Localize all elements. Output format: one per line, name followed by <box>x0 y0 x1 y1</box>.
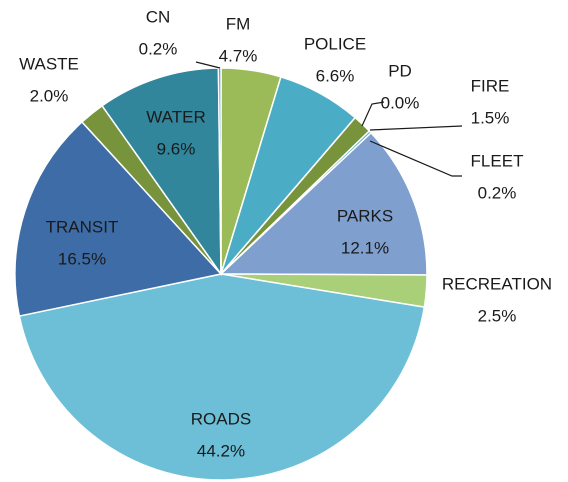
slice-label: FM <box>226 14 251 33</box>
slice-label: RECREATION <box>442 274 552 293</box>
pie-slice <box>101 67 222 277</box>
slice-label: TRANSIT <box>46 217 119 236</box>
slice-label: PARKS <box>337 206 393 225</box>
pie-slice <box>14 120 223 317</box>
leader-line <box>195 61 221 69</box>
slice-value-label: 6.6% <box>316 66 355 85</box>
slice-value-label: 44.2% <box>197 441 245 460</box>
slice-value-label: 0.0% <box>381 93 420 112</box>
slice-label: POLICE <box>304 34 366 53</box>
leader-line <box>361 101 385 127</box>
slice-value-label: 0.2% <box>139 39 178 58</box>
slice-label: FIRE <box>471 76 510 95</box>
slice-value-label: 16.5% <box>58 249 106 268</box>
slice-label: FLEET <box>471 151 524 170</box>
slice-value-label: 2.5% <box>478 306 517 325</box>
leader-line <box>369 140 462 177</box>
slice-value-label: 1.5% <box>471 108 510 127</box>
slice-value-label: 4.7% <box>219 46 258 65</box>
slice-value-label: 12.1% <box>341 238 389 257</box>
slice-value-label: 9.6% <box>157 139 196 158</box>
slice-label: WATER <box>146 107 206 126</box>
slice-label: CN <box>146 7 171 26</box>
pie-slice <box>219 131 428 276</box>
slice-label: PD <box>388 61 412 80</box>
slice-value-label: 0.2% <box>478 183 517 202</box>
pie-slice <box>18 273 426 481</box>
slice-label: ROADS <box>191 409 251 428</box>
slice-value-label: 2.0% <box>30 86 69 105</box>
leader-line <box>369 125 463 131</box>
slice-label: WASTE <box>19 54 79 73</box>
